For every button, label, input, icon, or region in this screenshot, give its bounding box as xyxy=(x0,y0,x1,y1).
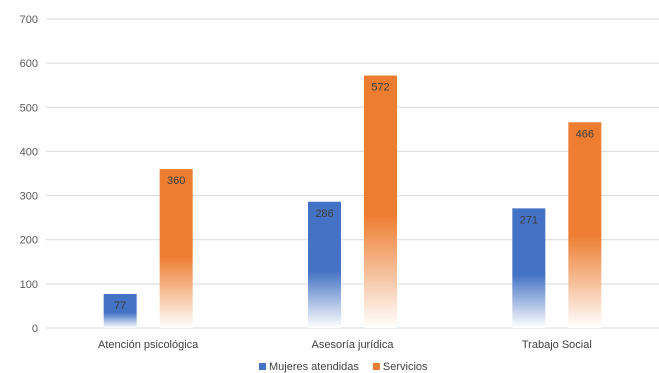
data-label: 360 xyxy=(167,175,185,187)
data-label: 572 xyxy=(371,82,389,94)
x-category-label: Asesoría jurídica xyxy=(312,339,395,351)
legend-swatch xyxy=(259,363,266,370)
x-category-label: Atención psicológica xyxy=(98,339,199,351)
legend: Mujeres atendidas Servicios xyxy=(259,361,428,373)
data-label: 77 xyxy=(114,300,126,312)
bar-mujeres-atendidas xyxy=(103,294,137,328)
legend-swatch xyxy=(372,363,380,370)
y-tick-label: 200 xyxy=(20,235,38,247)
y-axis-ticks: 0 100 200 300 400 500 600 700 xyxy=(20,14,38,335)
y-tick-label: 100 xyxy=(20,279,38,291)
data-labels: 77 360 286 572 271 466 xyxy=(114,82,594,313)
data-label: 271 xyxy=(520,214,538,226)
y-tick-label: 400 xyxy=(20,146,38,158)
bar-servicios xyxy=(364,75,397,328)
bars xyxy=(103,75,602,329)
y-tick-label: 700 xyxy=(20,14,38,26)
bar-servicios xyxy=(159,169,193,328)
y-tick-label: 300 xyxy=(20,191,38,203)
gridlines xyxy=(46,18,659,329)
bar-mujeres-atendidas xyxy=(308,201,341,328)
data-label: 286 xyxy=(315,208,333,220)
y-tick-label: 500 xyxy=(20,102,38,114)
y-tick-label: 600 xyxy=(20,58,38,70)
legend-label: Servicios xyxy=(383,361,428,373)
bar-servicios xyxy=(568,122,602,329)
bar-mujeres-atendidas xyxy=(512,208,546,328)
data-label: 466 xyxy=(576,128,594,140)
legend-label: Mujeres atendidas xyxy=(269,361,359,373)
x-axis-categories: Atención psicológica Asesoría jurídica Tra… xyxy=(98,339,592,351)
y-tick-label: 0 xyxy=(32,323,38,335)
x-category-label: Trabajo Social xyxy=(522,339,592,351)
